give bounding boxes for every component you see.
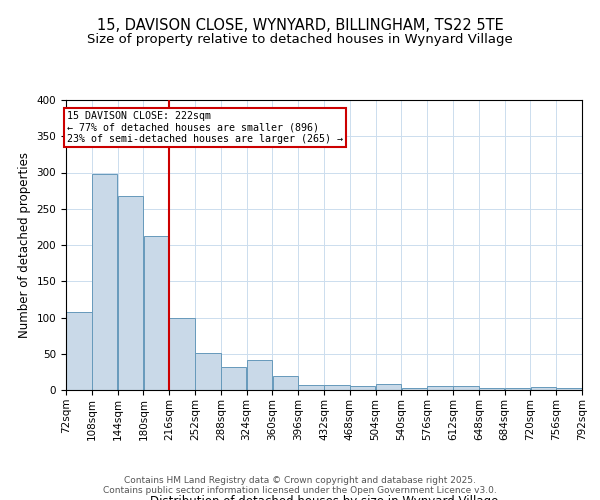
Bar [453, 386, 479, 390]
Bar [350, 386, 376, 390]
Bar [92, 174, 118, 390]
Y-axis label: Number of detached properties: Number of detached properties [18, 152, 31, 338]
Bar [143, 236, 169, 390]
Bar [272, 376, 298, 390]
Bar [376, 384, 401, 390]
Bar [556, 388, 582, 390]
Bar [401, 388, 427, 390]
Bar [479, 388, 505, 390]
X-axis label: Distribution of detached houses by size in Wynyard Village: Distribution of detached houses by size … [150, 496, 498, 500]
Text: Size of property relative to detached houses in Wynyard Village: Size of property relative to detached ho… [87, 32, 513, 46]
Text: 15 DAVISON CLOSE: 222sqm
← 77% of detached houses are smaller (896)
23% of semi-: 15 DAVISON CLOSE: 222sqm ← 77% of detach… [67, 111, 343, 144]
Bar [195, 353, 221, 390]
Bar [530, 387, 556, 390]
Text: Contains HM Land Registry data © Crown copyright and database right 2025.
Contai: Contains HM Land Registry data © Crown c… [103, 476, 497, 495]
Bar [221, 367, 247, 390]
Bar [169, 318, 195, 390]
Bar [324, 385, 350, 390]
Text: 15, DAVISON CLOSE, WYNYARD, BILLINGHAM, TS22 5TE: 15, DAVISON CLOSE, WYNYARD, BILLINGHAM, … [97, 18, 503, 32]
Bar [66, 312, 92, 390]
Bar [247, 360, 272, 390]
Bar [298, 385, 324, 390]
Bar [505, 388, 530, 390]
Bar [427, 386, 453, 390]
Bar [118, 196, 143, 390]
